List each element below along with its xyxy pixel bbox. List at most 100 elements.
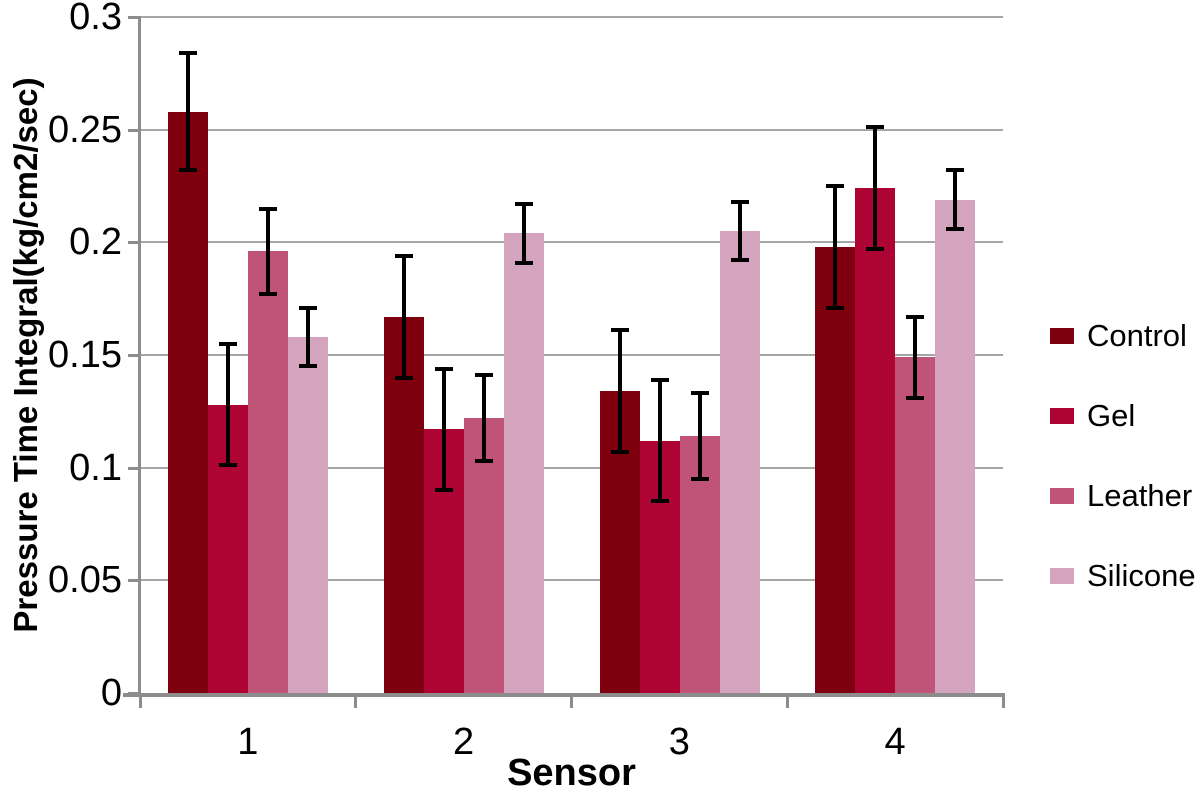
bar-leather-sensor4: [895, 357, 936, 693]
error-bar-cap-bottom: [394, 375, 413, 380]
x-axis-tick: [570, 693, 573, 708]
error-bar-line: [953, 170, 958, 229]
bar-silicone-sensor3: [719, 231, 760, 693]
error-bar-cap-top: [514, 202, 533, 207]
error-bar-cap-top: [259, 206, 277, 211]
error-bar-cap-top: [219, 341, 237, 346]
error-bar-cap-bottom: [179, 168, 197, 173]
error-bar-line: [697, 393, 702, 479]
error-bar-cap-bottom: [259, 292, 277, 297]
bar-leather-sensor1: [248, 251, 288, 693]
y-axis-tick: [128, 579, 141, 583]
y-tick-label: 0.25: [48, 108, 122, 151]
error-bar-line: [306, 307, 310, 367]
x-axis-line: [123, 693, 1005, 697]
legend-swatch-control: [1050, 328, 1074, 344]
error-bar-line: [441, 368, 446, 491]
legend-swatch-silicone: [1050, 568, 1074, 584]
error-bar-line: [617, 330, 622, 452]
x-axis-tick: [138, 693, 142, 708]
y-tick-label: 0.3: [69, 0, 122, 38]
error-bar-cap-top: [179, 51, 197, 56]
legend-item-gel: Gel: [1050, 396, 1135, 436]
error-bar-cap-top: [650, 377, 669, 382]
y-axis-tick: [128, 466, 141, 470]
x-axis-tick: [1001, 693, 1005, 708]
error-bar-line: [401, 255, 406, 378]
error-bar-line: [226, 343, 230, 466]
gridline: [140, 128, 1003, 131]
y-axis-tick: [128, 354, 141, 357]
gridline: [140, 466, 1003, 469]
y-tick-label: 0.15: [48, 334, 122, 376]
error-bar-cap-top: [690, 391, 709, 396]
y-tick-label: 0.05: [48, 559, 122, 602]
error-bar-cap-top: [906, 314, 925, 319]
error-bar-line: [913, 316, 918, 398]
y-tick-label: 0.1: [69, 446, 122, 489]
x-category-label: 1: [237, 721, 259, 763]
error-bar-line: [186, 53, 190, 171]
error-bar-line: [833, 186, 838, 308]
error-bar-cap-bottom: [610, 449, 629, 454]
x-axis-tick: [785, 693, 789, 708]
bar-silicone-sensor1: [288, 336, 328, 693]
error-bar-cap-bottom: [514, 260, 533, 265]
gridline: [140, 354, 1003, 356]
gridline: [140, 16, 1003, 18]
y-tick-label: 0.2: [69, 221, 122, 264]
error-bar-cap-top: [866, 125, 885, 130]
x-category-label: 4: [884, 721, 906, 763]
error-bar-line: [873, 127, 878, 250]
error-bar-cap-top: [826, 184, 845, 188]
gridline: [140, 579, 1003, 582]
error-bar-cap-top: [434, 366, 453, 371]
legend-label: Leather: [1087, 478, 1193, 513]
error-bar-cap-top: [474, 373, 493, 378]
error-bar-cap-bottom: [946, 226, 965, 231]
legend-swatch-leather: [1050, 488, 1074, 504]
x-category-label: 2: [453, 721, 475, 763]
y-tick-label: 0: [100, 672, 122, 714]
legend-item-control: Control: [1050, 316, 1187, 356]
error-bar-cap-bottom: [474, 458, 493, 463]
legend-item-leather: Leather: [1050, 476, 1192, 516]
bar-leather-sensor2: [463, 418, 504, 693]
error-bar-cap-bottom: [906, 395, 925, 400]
y-axis-tick: [128, 16, 141, 19]
gridline: [140, 241, 1003, 244]
error-bar-cap-top: [946, 168, 965, 173]
error-bar-line: [266, 208, 270, 295]
error-bar-line: [521, 204, 526, 263]
bar-control-sensor1: [168, 111, 208, 693]
error-bar-cap-bottom: [299, 364, 317, 369]
legend-label: Silicone: [1087, 558, 1196, 593]
legend-label: Control: [1087, 318, 1187, 353]
x-axis-title: Sensor: [507, 752, 636, 794]
y-axis-tick: [128, 128, 141, 132]
error-bar-cap-bottom: [826, 305, 845, 310]
error-bar-cap-top: [730, 199, 749, 204]
error-bar-line: [657, 379, 662, 502]
x-axis-tick: [354, 693, 358, 708]
error-bar-line: [737, 201, 742, 261]
error-bar-cap-bottom: [730, 258, 749, 263]
bar-control-sensor4: [815, 246, 856, 693]
bar-silicone-sensor2: [503, 233, 544, 693]
y-axis-tick: [128, 241, 141, 245]
bar-silicone-sensor4: [935, 199, 976, 693]
error-bar-cap-bottom: [219, 463, 237, 468]
legend-item-silicone: Silicone: [1050, 556, 1196, 596]
error-bar-cap-bottom: [650, 499, 669, 504]
y-axis-line: [138, 17, 141, 696]
error-bar-line: [481, 375, 486, 461]
error-bar-cap-bottom: [434, 488, 453, 493]
legend-swatch-gel: [1050, 408, 1074, 424]
error-bar-cap-top: [394, 253, 413, 258]
error-bar-cap-bottom: [690, 476, 709, 481]
